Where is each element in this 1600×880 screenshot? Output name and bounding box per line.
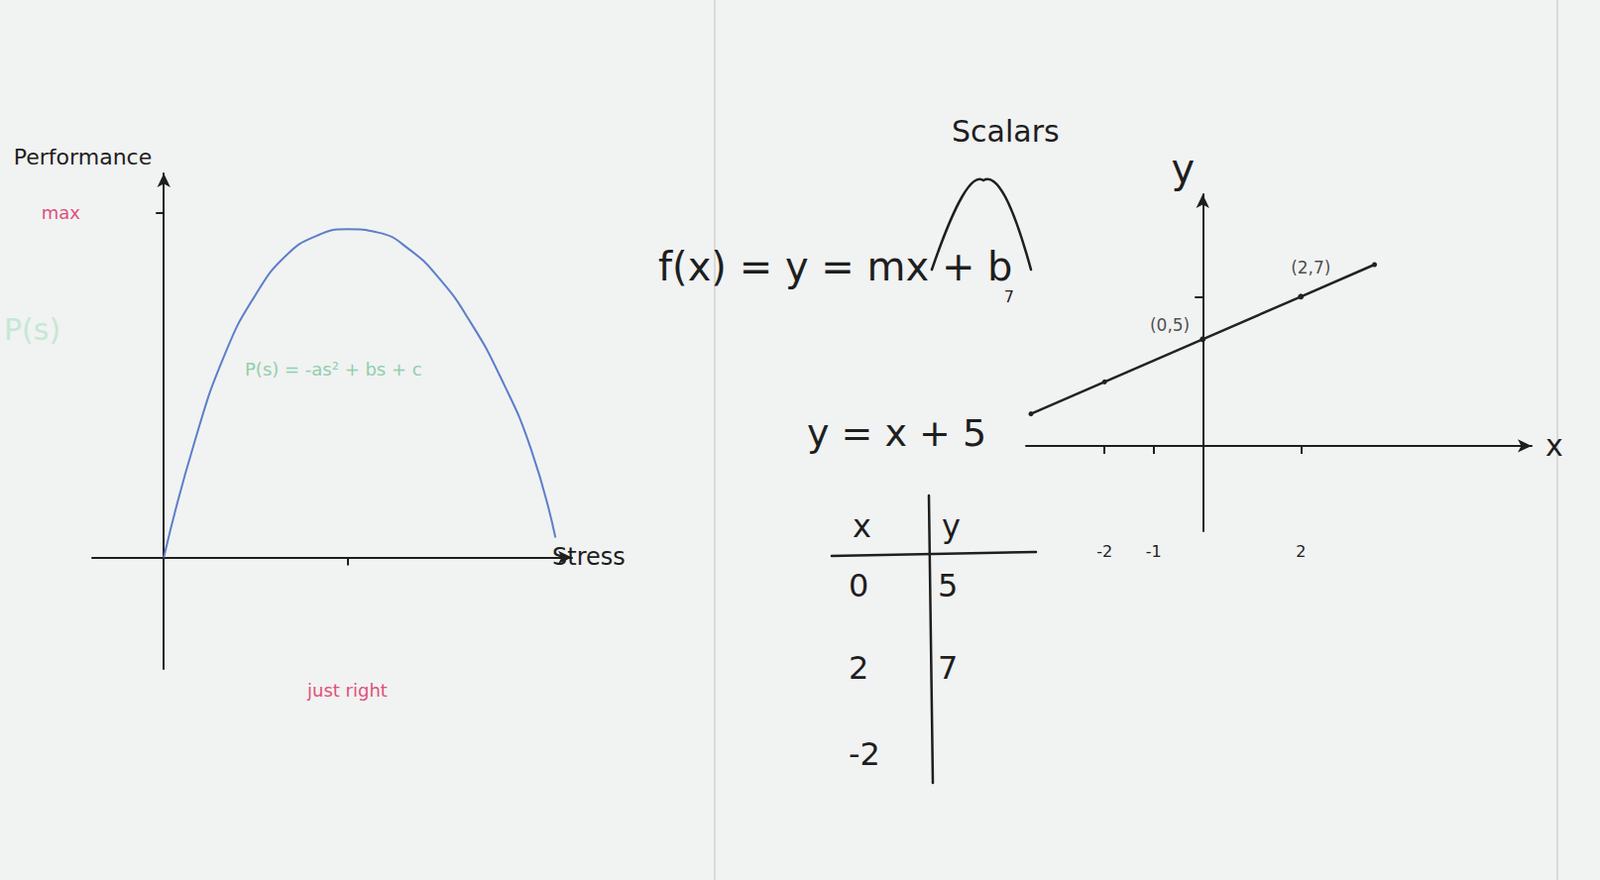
html-text:7: 7 [937, 649, 959, 687]
html-text:2: 2 [848, 649, 869, 687]
svg-text:(0,5): (0,5) [1149, 315, 1190, 336]
html-text:-2: -2 [848, 735, 881, 774]
svg-text:just right: just right [306, 680, 388, 701]
svg-text:Performance: Performance [13, 144, 152, 170]
html-text:P(s) = -as² + bs + c: P(s) = -as² + bs + c [244, 358, 423, 380]
svg-text:-2: -2 [1096, 542, 1113, 562]
html-text:x: x [852, 507, 872, 546]
html-text:P(s): P(s) [3, 312, 61, 347]
svg-text:x: x [1545, 428, 1564, 463]
html-text:0: 0 [848, 567, 869, 605]
svg-text:(2,7): (2,7) [1290, 257, 1331, 278]
html-text:5: 5 [937, 567, 959, 605]
svg-text:y: y [1171, 145, 1196, 192]
svg-text:2: 2 [1295, 542, 1306, 562]
html-text:y: y [941, 507, 961, 546]
svg-text:Stress: Stress [552, 543, 626, 572]
svg-text:-1: -1 [1145, 542, 1162, 562]
svg-text:max: max [41, 202, 82, 224]
html-text:Scalars: Scalars [951, 114, 1060, 149]
html-text:y = x + 5: y = x + 5 [806, 411, 987, 456]
svg-text:7: 7 [1004, 287, 1015, 307]
html-text:f(x) = y = mx + b: f(x) = y = mx + b [658, 243, 1013, 290]
